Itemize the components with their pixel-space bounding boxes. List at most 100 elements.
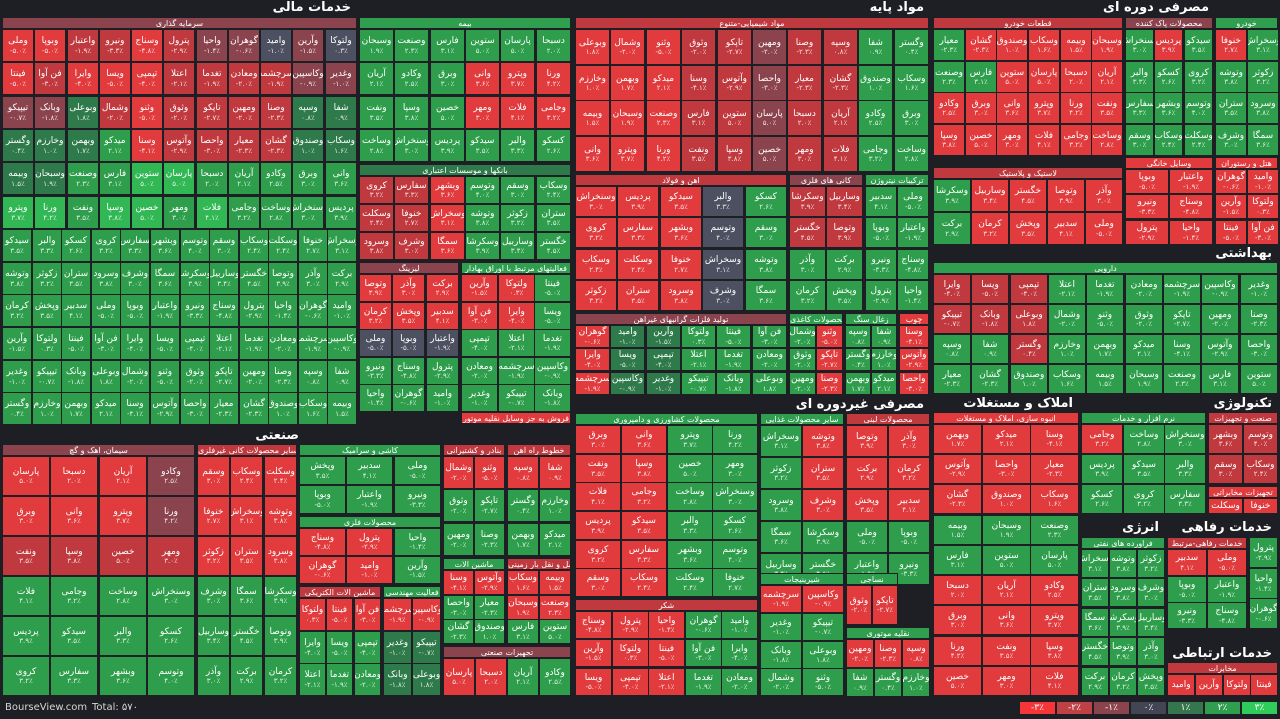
stock-tile[interactable]: زکوثر ۳.۲٪	[760, 457, 802, 489]
stock-tile[interactable]: وامید -۱.۰٪	[327, 294, 357, 327]
industry-title[interactable]: دارویی	[933, 262, 1278, 274]
stock-tile[interactable]: وصنعت ۲.۳٪	[539, 595, 571, 620]
stock-tile[interactable]: سرچشمه-۱.۹٪	[298, 327, 328, 360]
stock-tile[interactable]: وخارزم ۱.۰٪	[34, 129, 66, 162]
stock-tile[interactable]: پردیس ۳.۹٪	[1081, 454, 1123, 484]
stock-tile[interactable]: وآتوس -۲.۹٪	[1201, 334, 1239, 364]
stock-tile[interactable]: فلات ۴.۱٪	[823, 136, 858, 172]
stock-tile[interactable]: پارسان ۵.۰٪	[2, 456, 50, 496]
stock-tile[interactable]: ومهر ۳.۰٪	[996, 124, 1028, 156]
stock-tile[interactable]: وصندوق ۱.۰٪	[292, 129, 324, 162]
stock-tile[interactable]: وسناج -۴.۸٪	[1169, 194, 1213, 219]
stock-tile[interactable]: دسبحا ۲.۰٪	[475, 658, 507, 696]
industry-title[interactable]: فعالیتهای مرتبط با اوراق بهادار	[461, 262, 571, 274]
stock-tile[interactable]: وسپه ۰.۸٪	[298, 360, 328, 393]
stock-tile[interactable]: معیار -۲.۳٪	[228, 129, 260, 162]
stock-tile[interactable]: گشان -۲.۳٪	[965, 29, 997, 61]
stock-tile[interactable]: ورنا ۴.۲٪	[536, 62, 571, 95]
stock-tile[interactable]: سیدکو ۳.۵٪	[621, 511, 667, 540]
stock-tile[interactable]: کرمان ۳.۲٪	[971, 212, 1009, 245]
stock-tile[interactable]: تیپیکو -۰.۷٪	[32, 360, 62, 393]
industry-title[interactable]: مواد شیمیایی-متنوع	[575, 17, 929, 29]
stock-tile[interactable]: سدبیر ۴.۱٪	[1047, 212, 1085, 245]
stock-tile[interactable]: ولتوکا ۰.۳٪	[299, 598, 326, 631]
stock-tile[interactable]: وآرین -۱.۵٪	[394, 556, 441, 584]
stock-tile[interactable]: وایرا -۴.۰٪	[575, 348, 610, 371]
stock-tile[interactable]: دسبحا ۲.۰٪	[933, 575, 982, 605]
stock-tile[interactable]: وغدیر -۱.۰٪	[325, 62, 357, 95]
stock-tile[interactable]: وگستر ۰.۴٪	[894, 29, 929, 65]
stock-tile[interactable]: وسکاب ۲.۴٪	[536, 176, 571, 204]
stock-tile[interactable]: وسقم ۳.۰٪	[209, 229, 239, 262]
stock-tile[interactable]: گوهران -۰.۶٪	[228, 29, 260, 62]
stock-tile[interactable]: وجامی ۳.۲٪	[536, 96, 571, 129]
stock-tile[interactable]: وکادو ۲.۵٪	[933, 92, 965, 124]
stock-tile[interactable]: خصین ۵.۰٪	[430, 96, 465, 129]
stock-tile[interactable]: وتوصا ۳.۹٪	[1047, 179, 1085, 212]
stock-tile[interactable]: خنوفا ۲.۷٪	[197, 496, 230, 536]
stock-tile[interactable]: وسبحان ۱.۹٪	[359, 29, 394, 62]
stock-tile[interactable]: وتوصا ۳.۹٪	[1109, 637, 1137, 666]
stock-tile[interactable]: وسکاب ۲.۴٪	[621, 568, 667, 597]
stock-tile[interactable]: وامید -۱.۰٪	[1247, 169, 1279, 194]
stock-tile[interactable]: کسکو ۲.۶٪	[745, 186, 787, 217]
stock-tile[interactable]: پردیس ۳.۹٪	[575, 511, 621, 540]
stock-tile[interactable]: والبر ۳.۳٪	[1125, 61, 1154, 93]
stock-tile[interactable]: ورنا ۴.۲٪	[34, 196, 66, 229]
industry-title[interactable]: محصولات فلزی	[299, 516, 441, 528]
stock-tile[interactable]: وتوشه ۳.۸٪	[2, 262, 32, 295]
stock-tile[interactable]: کرمان ۳.۲٪	[264, 656, 297, 696]
stock-tile[interactable]: وسکلت	[1208, 498, 1243, 514]
stock-tile[interactable]: وتوسم ۴.۰٪	[712, 540, 758, 569]
stock-tile[interactable]: وپخش ۳.۵٪	[1137, 667, 1165, 696]
stock-tile[interactable]: آریان ۲.۱٪	[99, 456, 147, 496]
industry-title[interactable]: انبوه سازی، املاک و مستغلات	[933, 412, 1079, 424]
stock-tile[interactable]: فارس ۳.۱٪	[1201, 364, 1239, 394]
stock-tile[interactable]: ونیرو -۳.۳٪	[1125, 194, 1169, 219]
stock-tile[interactable]: وملی -۵.۰٪	[2, 29, 34, 62]
stock-tile[interactable]: وآرین -۱.۵٪	[2, 327, 32, 360]
stock-tile[interactable]: وسپه ۰.۸٪	[933, 334, 971, 364]
stock-tile[interactable]: وتوسم ۴.۰٪	[1243, 424, 1278, 454]
stock-tile[interactable]: وبهمن ۱.۷٪	[1086, 334, 1124, 364]
stock-tile[interactable]: وبرق ۳.۰٪	[933, 605, 982, 635]
stock-tile[interactable]: کسکو ۲.۶٪	[536, 129, 571, 162]
stock-tile[interactable]: اعتلا -۲.۱٪	[163, 62, 195, 95]
stock-tile[interactable]: وثوق -۲.۰٪	[443, 489, 474, 522]
stock-tile[interactable]: وصندوق ۱.۰٪	[268, 392, 298, 425]
stock-tile[interactable]: وتوسم ۴.۰٪	[1184, 92, 1213, 124]
stock-tile[interactable]: کرمان ۳.۲٪	[888, 457, 930, 489]
stock-tile[interactable]: وتوشه ۳.۸٪	[802, 425, 844, 457]
stock-tile[interactable]: وشرف ۳.۰٪	[394, 232, 429, 260]
stock-tile[interactable]: دسبحا ۲.۰٪	[1060, 61, 1092, 93]
industry-title[interactable]: نقلیه موتوری	[846, 627, 930, 639]
brand-link[interactable]: BourseView.com	[5, 702, 88, 713]
stock-tile[interactable]: ونفت ۳.۵٪	[1091, 92, 1123, 124]
stock-tile[interactable]: فلات ۴.۱٪	[1028, 124, 1060, 156]
stock-tile[interactable]: اعتلا -۲.۱٪	[681, 348, 716, 371]
stock-tile[interactable]: وانی ۳.۶٪	[982, 605, 1031, 635]
stock-tile[interactable]: وصندوق ۱.۰٪	[1010, 364, 1048, 394]
stock-tile[interactable]: واحیا -۱.۴٪	[897, 280, 929, 311]
stock-tile[interactable]: وسپا ۳.۸٪	[50, 536, 98, 576]
stock-tile[interactable]: وسنا -۴.۱٪	[899, 325, 929, 348]
stock-tile[interactable]: برکت ۲.۹٪	[426, 274, 459, 302]
stock-tile[interactable]: گشان -۲.۳٪	[971, 364, 1009, 394]
stock-tile[interactable]: ولتوکا ۰.۳٪	[681, 325, 716, 348]
stock-tile[interactable]: گوهران -۰.۶٪	[299, 556, 346, 584]
stock-tile[interactable]: وکاسپین -۰.۹٪	[327, 327, 357, 360]
stock-tile[interactable]: وساخت ۲.۸٪	[99, 576, 147, 616]
stock-tile[interactable]: وبهمن ۱.۷٪	[507, 523, 539, 556]
stock-tile[interactable]: وشمال -۲.۰٪	[99, 96, 131, 129]
stock-tile[interactable]: وثوق -۲.۰٪	[180, 360, 210, 393]
stock-tile[interactable]: وشمال -۲.۰٪	[760, 668, 802, 696]
stock-tile[interactable]: ونفت ۳.۵٪	[67, 196, 99, 229]
